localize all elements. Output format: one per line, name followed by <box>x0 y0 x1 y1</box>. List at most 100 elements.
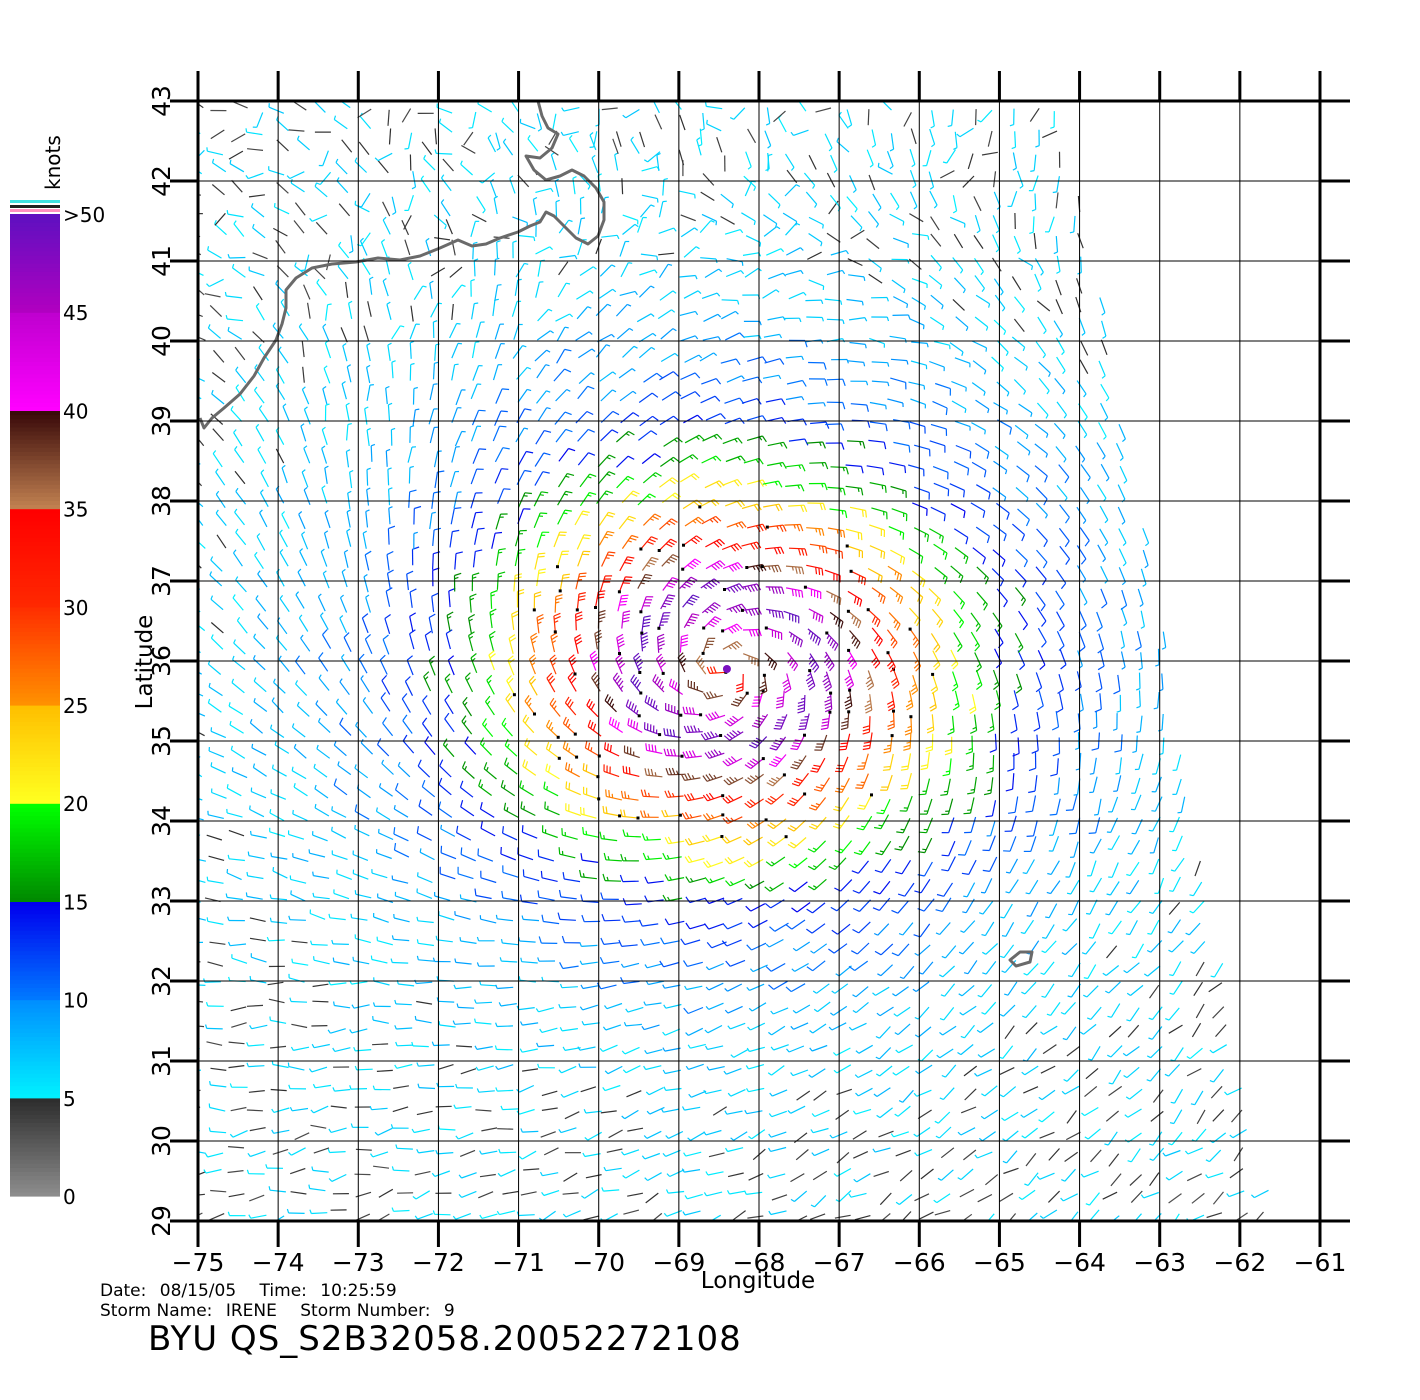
wind-barb <box>1147 919 1160 935</box>
wind-barb <box>252 654 266 671</box>
wind-barb <box>971 382 986 396</box>
wind-barb <box>882 753 894 771</box>
wind-barb <box>656 152 661 171</box>
wind-barb <box>1079 610 1087 631</box>
wind-barb <box>348 235 354 254</box>
wind-barb <box>622 108 640 119</box>
wind-barb <box>657 538 678 552</box>
wind-barb <box>409 612 417 633</box>
wind-barb <box>892 237 909 248</box>
wind-barb <box>419 848 435 861</box>
wind-barb <box>705 1171 724 1176</box>
colorbar-segment <box>10 1171 60 1177</box>
wind-barb <box>1033 233 1037 250</box>
wind-barb <box>1045 903 1058 919</box>
wind-barb <box>581 1188 599 1199</box>
wind-barb <box>1084 1085 1098 1098</box>
wind-barb <box>1013 379 1027 395</box>
wind-barb <box>967 153 974 170</box>
wind-barb <box>834 756 849 773</box>
wind-barb <box>604 1065 623 1075</box>
wind-barb <box>213 349 225 363</box>
wind-barb <box>764 626 783 640</box>
wind-barb <box>312 1083 332 1089</box>
wind-barb <box>615 654 626 675</box>
wind-barb <box>471 409 486 426</box>
wind-barb <box>1037 650 1046 671</box>
wind-barb <box>1009 108 1015 127</box>
wind-barb <box>299 548 308 566</box>
wind-barb <box>460 160 474 176</box>
wind-barb <box>474 999 493 1004</box>
wind-barb <box>640 632 649 652</box>
wind-barb <box>887 709 895 731</box>
wind-barb <box>633 652 643 674</box>
wind-barb <box>762 480 783 488</box>
wind-barb <box>382 278 389 297</box>
wind-barb <box>282 403 290 422</box>
colorbar-segment <box>10 705 60 710</box>
wind-barb <box>1076 565 1087 583</box>
wind-barb <box>474 888 492 900</box>
wind-barb <box>911 570 926 588</box>
wind-barb <box>807 878 827 891</box>
wind-barb <box>930 506 946 522</box>
wind-barb <box>660 456 680 467</box>
wind-barb <box>470 383 482 400</box>
wind-barb <box>682 750 702 759</box>
wind-barb <box>910 398 926 409</box>
wind-barb <box>660 352 679 363</box>
wind-barb <box>939 965 956 978</box>
wind-barb <box>886 651 896 673</box>
wind-barb <box>1126 1007 1140 1022</box>
wind-barb <box>910 128 917 145</box>
wind-barb <box>604 694 617 713</box>
pass-info: Date: 08/15/05 Time: 10:25:59 Storm Name… <box>100 1281 741 1359</box>
wind-barb <box>665 767 685 776</box>
wind-barb <box>1152 1089 1164 1103</box>
wind-barb <box>828 857 847 871</box>
wind-barb <box>721 623 743 634</box>
wind-barb <box>215 468 226 486</box>
wind-barb <box>207 246 222 259</box>
wind-barb <box>1001 1111 1019 1122</box>
wind-barb <box>958 941 975 955</box>
wind-barb <box>1076 380 1087 398</box>
wind-barb <box>726 1190 746 1195</box>
colorbar-segment <box>10 925 60 931</box>
wind-barb <box>658 252 675 256</box>
wind-barb <box>231 678 245 694</box>
wind-barb <box>376 936 393 946</box>
wind-barb <box>1002 1130 1019 1142</box>
wind-barb <box>894 1105 911 1117</box>
wind-barb <box>449 266 463 278</box>
colorbar-segment <box>10 786 60 792</box>
wind-barb <box>929 190 938 209</box>
wind-barb <box>806 441 826 449</box>
wind-barb <box>409 588 417 608</box>
wind-barb <box>357 108 372 119</box>
wind-barb <box>1056 255 1061 274</box>
wind-barb <box>234 470 246 485</box>
wind-barb <box>872 193 882 211</box>
wind-barb <box>963 882 976 898</box>
wind-barb <box>1152 758 1161 775</box>
wind-barb <box>375 807 391 821</box>
wind-barb <box>982 961 997 975</box>
wind-barb <box>249 718 263 734</box>
wind-barb <box>971 461 987 478</box>
wind-barb <box>741 398 762 405</box>
wind-barb <box>541 1107 558 1111</box>
storm-name-label: Storm Name: <box>100 1301 212 1321</box>
wind-barb <box>726 603 747 614</box>
wind-barb <box>489 608 497 629</box>
wind-barb <box>233 549 243 567</box>
wind-barb <box>245 172 264 180</box>
wind-barb <box>1148 858 1160 875</box>
wind-barb <box>391 196 397 216</box>
wind-barb <box>993 171 997 188</box>
wind-barb <box>446 611 454 632</box>
wind-barb <box>468 631 475 652</box>
wind-barb <box>211 389 225 405</box>
wind-barb <box>367 301 372 317</box>
